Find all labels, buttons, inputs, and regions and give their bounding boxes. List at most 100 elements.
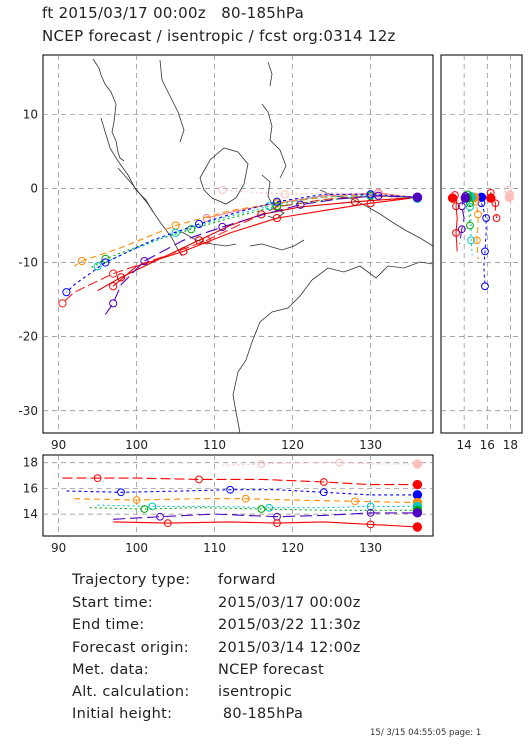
lat-time-marker <box>486 188 495 197</box>
lat-time-marker <box>474 210 482 219</box>
lon-x-tick-label: 110 <box>203 541 226 555</box>
footer-timestamp: 15/ 3/15 04:55:05 page: 1 <box>370 728 482 738</box>
map-time-marker <box>218 222 227 232</box>
map-time-marker <box>58 299 67 308</box>
map-panel: 100-10-20-30 90 100 110 120 130 <box>18 54 434 452</box>
map-start-marker <box>412 192 423 203</box>
lon-time-marker <box>319 478 328 486</box>
lon-y-tick-label: 14 <box>23 507 38 521</box>
map-time-marker <box>374 188 383 197</box>
coastline <box>92 58 434 434</box>
coast-malay <box>100 117 154 213</box>
lon-trajectory-6 <box>113 512 418 520</box>
lon-trajectory-5 <box>89 507 418 511</box>
coast-australia-north <box>311 261 434 281</box>
lat-time-marker <box>457 225 466 234</box>
lon-start-marker <box>412 479 423 490</box>
lon-x-tick-label: 120 <box>281 541 304 555</box>
lon-time-marker <box>156 512 164 521</box>
info-label: Forecast origin: <box>72 640 189 656</box>
lat-time-marker <box>492 214 501 222</box>
lat-time-marker <box>461 191 470 200</box>
lon-time-marker <box>351 497 359 506</box>
map-x-tick-label: 90 <box>51 438 66 452</box>
lon-time-marker <box>273 519 281 528</box>
coast-borneo <box>199 147 249 205</box>
map-y-tick-label: -10 <box>18 256 38 270</box>
map-time-marker <box>101 254 110 263</box>
lon-trajectory-3 <box>74 498 418 504</box>
lat-x-tick-label: 14 <box>457 438 472 452</box>
lon-x-tick-label: 90 <box>51 541 66 555</box>
lat-time-marker <box>506 190 515 199</box>
map-time-marker <box>187 225 196 234</box>
map-time-marker <box>109 269 118 278</box>
map-trajectory-9 <box>104 195 418 315</box>
lon-time-marker <box>366 508 375 517</box>
lon-time-marker <box>195 475 203 484</box>
lon-time-marker <box>265 503 274 512</box>
lon-time-marker <box>93 474 102 483</box>
coast-vietnam <box>159 59 185 143</box>
map-trajectory-7 <box>97 194 418 267</box>
map-time-marker <box>218 185 227 194</box>
lon-y-tick-label: 16 <box>23 481 38 495</box>
info-value: forward <box>218 572 276 588</box>
lon-time-marker <box>140 505 149 513</box>
map-x-tick-label: 120 <box>281 438 304 452</box>
map-time-marker <box>374 191 383 200</box>
map-trajectory-8 <box>66 193 418 293</box>
header-line-2: NCEP forecast / isentropic / fcst org:03… <box>42 27 396 45</box>
coast-philippines <box>261 103 287 179</box>
lon-time-marker <box>366 520 375 529</box>
info-value: NCEP forecast <box>218 662 325 678</box>
lon-time-marker <box>132 496 141 504</box>
map-y-tick-label: 10 <box>23 107 38 121</box>
header-line-1: ft 2015/03/17 00:00z 80-185hPa <box>42 4 305 22</box>
coast-taiwan <box>267 61 273 87</box>
lon-trajectory-7 <box>113 521 418 528</box>
map-time-marker <box>272 213 282 223</box>
lon-start-marker <box>412 490 423 500</box>
info-value: 80-185hPa <box>218 706 304 722</box>
map-time-marker <box>280 190 289 199</box>
map-time-marker <box>194 236 204 245</box>
lat-time-marker <box>481 282 489 291</box>
lat-time-marker <box>452 202 460 211</box>
info-label: End time: <box>72 617 145 633</box>
info-label: Initial height: <box>72 706 173 722</box>
lat-time-marker <box>477 199 486 208</box>
lat-start-marker <box>460 193 470 203</box>
coast-newguinea <box>319 189 434 247</box>
lat-time-marker <box>467 236 475 245</box>
lat-time-marker <box>457 202 466 211</box>
map-time-marker <box>116 273 126 282</box>
lon-time-marker <box>241 494 250 503</box>
map-x-tick-label: 110 <box>203 438 226 452</box>
lat-time-marker <box>452 228 460 237</box>
lat-trajectory-2 <box>481 197 487 287</box>
map-time-marker <box>140 256 149 266</box>
coast-indochina <box>92 58 125 162</box>
lon-y-tick-label: 18 <box>23 456 38 470</box>
lat-time-marker <box>481 247 489 256</box>
lat-x-tick-label: 18 <box>503 438 518 452</box>
map-y-tick-label: 0 <box>30 181 38 195</box>
map-time-marker <box>171 228 180 237</box>
lat-time-marker <box>504 185 513 194</box>
info-value: 2015/03/22 11:30z <box>218 617 361 633</box>
info-value: 2015/03/17 00:00z <box>218 595 361 611</box>
lon-time-marker <box>117 488 125 497</box>
latitude-height-panel: 14 16 18 <box>440 54 523 452</box>
coast-islands <box>249 239 305 251</box>
lat-time-marker <box>466 199 474 208</box>
map-time-marker <box>194 219 204 229</box>
lon-time-marker <box>163 519 172 528</box>
lon-trajectory-1 <box>62 477 418 486</box>
coast-australia <box>232 279 313 434</box>
lon-trajectory-4 <box>97 504 418 509</box>
lat-time-marker <box>450 191 459 199</box>
map-trajectory-6 <box>89 195 418 269</box>
map-frame <box>42 54 434 434</box>
